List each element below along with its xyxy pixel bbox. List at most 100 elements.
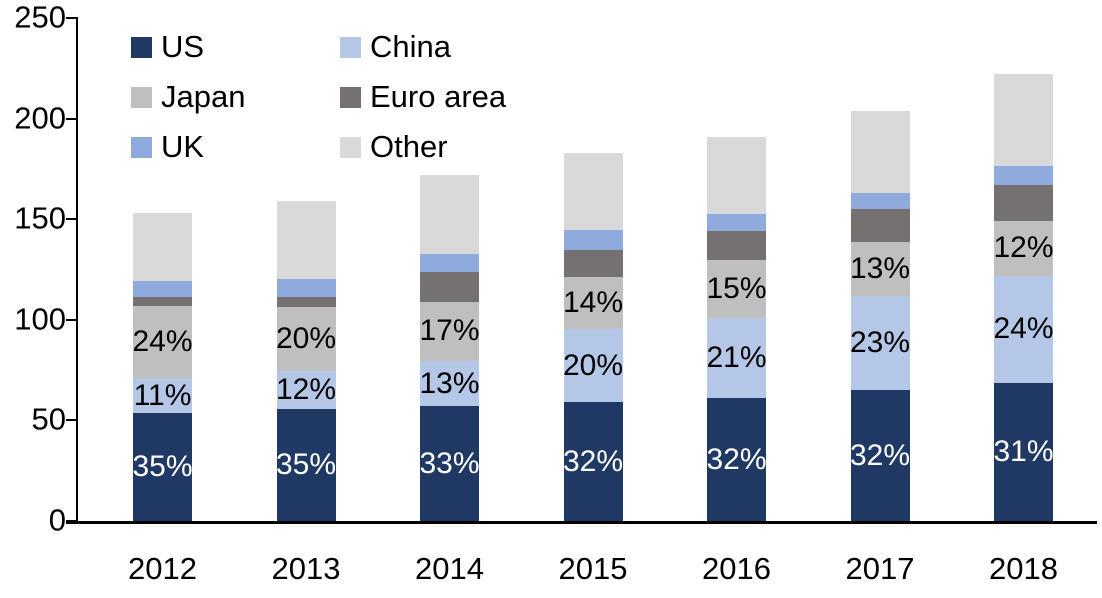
bar-2018-china <box>994 275 1053 384</box>
bar-2013-china <box>276 371 336 410</box>
bar-2018-uk <box>994 165 1053 185</box>
legend-swatch-uk <box>131 136 152 158</box>
legend-item-japan: Japan <box>131 79 340 115</box>
legend-label-japan: Japan <box>161 79 246 114</box>
bar-2017-other <box>850 110 910 194</box>
bar-2014-other <box>420 174 479 255</box>
bar-2018-other <box>994 74 1053 166</box>
bar-2013-uk <box>276 278 336 297</box>
y-tick-label: 250 <box>14 0 66 35</box>
bar-label-2017-japan: 13% <box>849 251 911 285</box>
x-tick-label-2013: 2013 <box>271 551 341 586</box>
legend-label-china: China <box>370 29 451 64</box>
bar-2016-uk <box>707 214 766 232</box>
bar-2016-japan <box>707 260 766 318</box>
legend: US China Japan Euro area UK Other <box>131 22 506 172</box>
legend-swatch-other <box>340 136 361 158</box>
y-tick-label: 200 <box>14 99 66 135</box>
x-tick-label-2017: 2017 <box>845 551 915 586</box>
bar-2017-us <box>850 390 910 521</box>
legend-item-euro-area: Euro area <box>340 79 506 115</box>
y-tick-mark <box>66 419 76 422</box>
x-tick-label-2012: 2012 <box>128 551 197 586</box>
bar-label-2016-japan: 15% <box>706 272 767 306</box>
bar-2012-china <box>133 379 192 414</box>
bar-2012-euro-area <box>133 296 192 306</box>
bar-2017-china <box>850 295 910 391</box>
bar-2012-us <box>133 413 192 521</box>
legend-swatch-china <box>340 36 361 58</box>
y-tick-label: 0 <box>48 502 66 538</box>
legend-label-other: Other <box>370 129 448 164</box>
y-tick-mark <box>66 218 76 221</box>
bar-2018-japan <box>994 221 1053 276</box>
legend-item-us: US <box>131 29 340 65</box>
bar-2015-euro-area <box>563 250 623 277</box>
bar-label-2016-china: 21% <box>706 341 767 375</box>
bar-2013-euro-area <box>276 296 336 307</box>
bar-2014-china <box>420 361 479 407</box>
x-axis-line <box>66 521 1097 524</box>
bar-label-2018-japan: 12% <box>993 231 1054 265</box>
bar-2016-other <box>707 136 766 215</box>
bar-2015-uk <box>563 230 623 251</box>
x-tick-label-2015: 2015 <box>558 551 628 586</box>
y-tick-label: 100 <box>14 301 66 337</box>
bar-2014-uk <box>420 254 479 272</box>
bar-label-2018-china: 24% <box>993 312 1054 346</box>
bar-2015-other <box>563 152 623 231</box>
bar-2016-us <box>707 398 766 521</box>
bar-2013-japan <box>276 306 336 372</box>
bar-2016-china <box>707 317 766 399</box>
x-tick-label-2016: 2016 <box>702 551 771 586</box>
bar-2013-us <box>276 409 336 521</box>
y-axis-line <box>76 17 78 524</box>
bar-2017-uk <box>850 193 910 210</box>
bar-2015-china <box>563 328 623 403</box>
x-tick-label-2014: 2014 <box>415 551 484 586</box>
bar-2012-japan <box>133 305 192 380</box>
bar-label-2013-us: 35% <box>275 448 337 482</box>
bar-2012-uk <box>133 280 192 297</box>
bar-label-2014-us: 33% <box>419 446 480 480</box>
bar-2015-us <box>563 402 623 521</box>
bar-2014-japan <box>420 301 479 362</box>
bar-label-2017-china: 23% <box>849 325 911 359</box>
legend-item-china: China <box>340 29 506 65</box>
legend-swatch-euro-area <box>340 86 361 108</box>
legend-swatch-japan <box>131 86 152 108</box>
y-tick-label: 50 <box>31 401 66 437</box>
bar-label-2015-us: 32% <box>562 444 624 478</box>
bar-label-2014-china: 13% <box>419 366 480 400</box>
bar-label-2012-china: 11% <box>133 379 192 413</box>
legend-item-uk: UK <box>131 129 340 165</box>
y-tick-mark <box>66 17 76 19</box>
bar-2014-euro-area <box>420 271 479 302</box>
bar-2018-euro-area <box>994 184 1053 222</box>
bar-label-2015-china: 20% <box>562 348 624 382</box>
legend-swatch-us <box>131 36 152 58</box>
bar-label-2015-japan: 14% <box>562 285 624 319</box>
legend-label-euro-area: Euro area <box>370 79 507 114</box>
bar-label-2016-us: 32% <box>706 442 767 476</box>
bar-2017-japan <box>850 242 910 296</box>
y-tick-mark <box>66 318 76 321</box>
y-tick-mark <box>66 117 76 120</box>
bar-label-2017-us: 32% <box>849 438 911 472</box>
bar-label-2013-china: 12% <box>275 373 337 407</box>
bar-2018-us <box>994 383 1053 521</box>
bar-label-2012-japan: 24% <box>132 325 193 359</box>
y-tick-label: 150 <box>14 200 66 236</box>
bar-label-2014-japan: 17% <box>419 314 480 348</box>
bar-2013-other <box>276 201 336 279</box>
legend-label-uk: UK <box>161 129 205 164</box>
bar-2017-euro-area <box>850 209 910 243</box>
bar-2014-us <box>420 406 479 521</box>
bar-label-2018-us: 31% <box>993 435 1054 469</box>
bar-2015-japan <box>563 276 623 329</box>
bar-2012-other <box>133 213 192 281</box>
x-tick-label-2018: 2018 <box>989 551 1058 586</box>
legend-label-us: US <box>161 29 205 64</box>
bar-label-2013-japan: 20% <box>275 321 337 355</box>
